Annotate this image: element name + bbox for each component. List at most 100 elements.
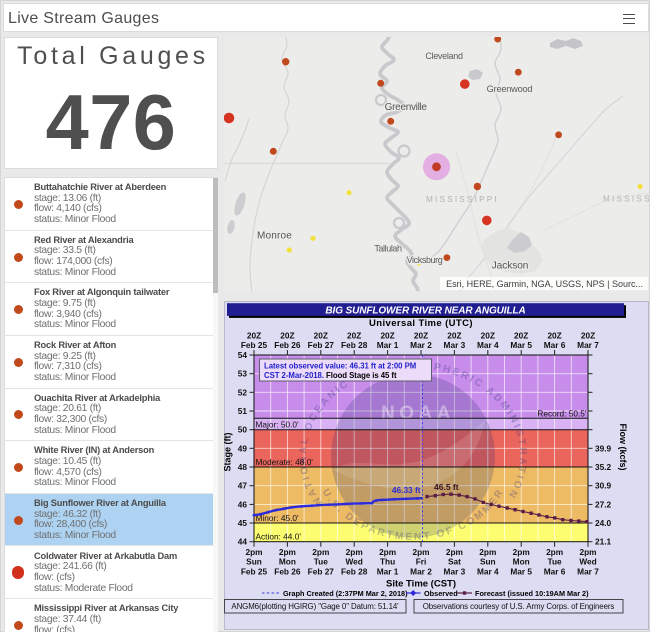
svg-text:2pm: 2pm: [279, 547, 296, 557]
svg-text:20Z: 20Z: [447, 330, 461, 340]
svg-text:Fri: Fri: [416, 557, 427, 567]
svg-text:46: 46: [238, 499, 248, 509]
svg-text:2pm: 2pm: [479, 547, 496, 557]
svg-text:2pm: 2pm: [379, 547, 396, 557]
svg-text:Feb 25: Feb 25: [241, 340, 268, 350]
svg-text:21.1: 21.1: [595, 537, 612, 547]
svg-text:MISSISSIPPI: MISSISSIPPI: [426, 195, 499, 204]
svg-text:44: 44: [238, 537, 248, 547]
svg-text:2pm: 2pm: [546, 547, 563, 557]
svg-text:Mar 2: Mar 2: [410, 340, 432, 350]
svg-text:2pm: 2pm: [446, 547, 463, 557]
svg-text:Mar 3: Mar 3: [444, 340, 466, 350]
svg-text:Latest observed value: 46.31: Latest observed value: 46.31 ft at 2:00 …: [264, 362, 416, 371]
svg-text:Mar 7: Mar 7: [577, 566, 599, 576]
svg-text:Universal Time (UTC): Universal Time (UTC): [369, 318, 473, 329]
svg-text:Feb 27: Feb 27: [308, 340, 335, 350]
svg-text:46.5 ft: 46.5 ft: [434, 482, 459, 492]
svg-text:Mon: Mon: [513, 557, 530, 567]
svg-text:Observed: Observed: [424, 589, 458, 598]
svg-text:Mar 1: Mar 1: [377, 340, 399, 350]
svg-text:50: 50: [238, 425, 248, 435]
svg-text:2pm: 2pm: [312, 547, 329, 557]
svg-text:Sun: Sun: [480, 557, 496, 567]
svg-text:Wed: Wed: [579, 557, 596, 567]
svg-text:Monroe: Monroe: [257, 230, 292, 241]
svg-text:53: 53: [238, 369, 248, 379]
svg-text:Feb 28: Feb 28: [341, 566, 368, 576]
svg-text:49: 49: [238, 443, 248, 453]
svg-text:Record: 50.5': Record: 50.5': [537, 408, 587, 418]
svg-text:Feb 28: Feb 28: [341, 340, 368, 350]
svg-text:20Z: 20Z: [581, 330, 595, 340]
svg-text:45: 45: [238, 518, 248, 528]
svg-text:Mar 5: Mar 5: [510, 340, 532, 350]
svg-text:Stage (ft): Stage (ft): [224, 433, 233, 472]
svg-text:47: 47: [238, 481, 248, 491]
svg-text:54: 54: [238, 350, 248, 360]
svg-text:BIG SUNFLOWER RIVER NEAR ANGUI: BIG SUNFLOWER RIVER NEAR ANGUILLA: [325, 305, 525, 316]
svg-text:46.33 ft: 46.33 ft: [392, 485, 421, 495]
svg-text:Mar 2: Mar 2: [410, 566, 432, 576]
svg-text:27.2: 27.2: [595, 499, 612, 509]
svg-text:Mar 4: Mar 4: [477, 340, 499, 350]
svg-text:Action: 44.0': Action: 44.0': [256, 532, 302, 542]
svg-text:Forecast (issued 10:19AM Mar 2: Forecast (issued 10:19AM Mar 2): [475, 589, 589, 598]
svg-text:39.9: 39.9: [595, 443, 612, 453]
svg-text:Greenville: Greenville: [385, 102, 428, 113]
svg-text:Thu: Thu: [380, 557, 395, 567]
svg-text:Minor: 45.0': Minor: 45.0': [256, 513, 300, 523]
svg-text:Flow (kcfs): Flow (kcfs): [618, 423, 628, 470]
svg-text:Feb 25: Feb 25: [241, 566, 268, 576]
svg-text:Mar 6: Mar 6: [544, 340, 566, 350]
svg-text:Feb 26: Feb 26: [274, 340, 301, 350]
svg-text:52: 52: [238, 387, 248, 397]
svg-text:Cleveland: Cleveland: [425, 51, 463, 61]
svg-text:20Z: 20Z: [514, 330, 528, 340]
svg-text:Feb 27: Feb 27: [308, 566, 335, 576]
svg-text:Tue: Tue: [314, 557, 329, 567]
svg-text:Mon: Mon: [279, 557, 296, 567]
svg-text:Feb 26: Feb 26: [274, 566, 301, 576]
svg-text:20Z: 20Z: [414, 330, 428, 340]
svg-text:2pm: 2pm: [513, 547, 530, 557]
svg-text:Mar 4: Mar 4: [477, 566, 499, 576]
svg-text:Observations courtesy of U.S.: Observations courtesy of U.S. Army Corps…: [423, 602, 615, 611]
svg-text:ANGM6(plotting HGIRG) "Gage 0": ANGM6(plotting HGIRG) "Gage 0" Datum: 51…: [231, 602, 399, 611]
svg-text:Site Time (CST): Site Time (CST): [386, 579, 456, 590]
svg-text:Mar 5: Mar 5: [510, 566, 532, 576]
svg-text:CST 2-Mar-2018. Flood Stage is: CST 2-Mar-2018. Flood Stage is 45 ft: [264, 371, 397, 380]
svg-text:Sat: Sat: [448, 557, 461, 567]
svg-text:MISSISSIPPI: MISSISSIPPI: [603, 195, 649, 204]
svg-text:Vicksburg: Vicksburg: [407, 255, 443, 265]
svg-text:Tallulah: Tallulah: [374, 244, 402, 254]
svg-text:Major: 50.0': Major: 50.0': [256, 420, 300, 430]
svg-text:20Z: 20Z: [481, 330, 495, 340]
svg-text:Greenwood: Greenwood: [487, 84, 533, 94]
svg-text:2pm: 2pm: [579, 547, 596, 557]
svg-text:30.9: 30.9: [595, 481, 612, 491]
svg-text:20Z: 20Z: [280, 330, 294, 340]
svg-text:20Z: 20Z: [314, 330, 328, 340]
svg-text:2pm: 2pm: [245, 547, 262, 557]
svg-text:Mar 7: Mar 7: [577, 340, 599, 350]
svg-text:35.2: 35.2: [595, 462, 612, 472]
svg-text:NOAA: NOAA: [381, 403, 455, 424]
svg-text:20Z: 20Z: [347, 330, 361, 340]
svg-text:2pm: 2pm: [346, 547, 363, 557]
svg-text:20Z: 20Z: [247, 330, 261, 340]
svg-text:24.0: 24.0: [595, 518, 612, 528]
svg-text:20Z: 20Z: [380, 330, 394, 340]
svg-text:Moderate: 48.0': Moderate: 48.0': [256, 457, 314, 467]
svg-text:Sun: Sun: [246, 557, 262, 567]
svg-text:Mar 1: Mar 1: [377, 566, 399, 576]
svg-text:Wed: Wed: [346, 557, 363, 567]
svg-text:Jackson: Jackson: [492, 260, 529, 271]
svg-text:2pm: 2pm: [412, 547, 429, 557]
svg-text:Mar 6: Mar 6: [544, 566, 566, 576]
svg-text:20Z: 20Z: [547, 330, 561, 340]
svg-text:Tue: Tue: [548, 557, 563, 567]
svg-text:48: 48: [238, 462, 248, 472]
svg-text:Mar 3: Mar 3: [444, 566, 466, 576]
svg-text:Graph Created (2:37PM Mar 2, 2: Graph Created (2:37PM Mar 2, 2018): [283, 589, 408, 598]
